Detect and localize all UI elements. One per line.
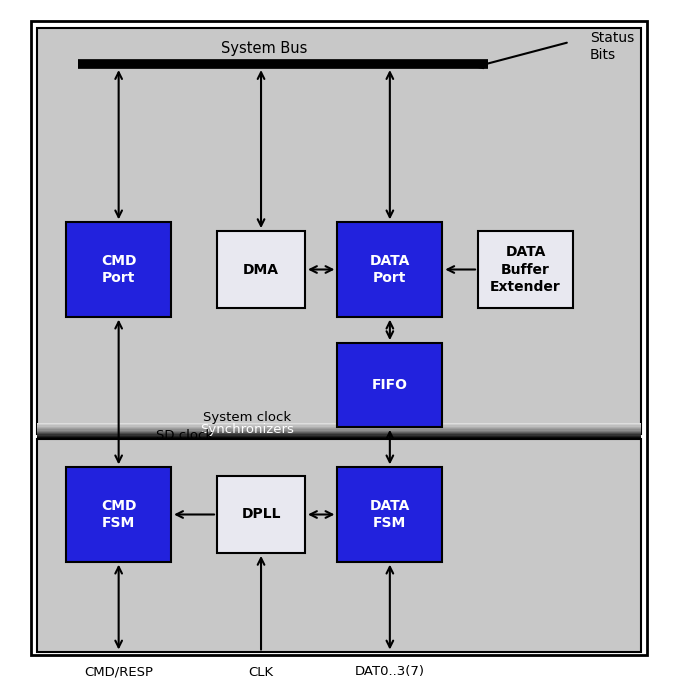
Text: DATA
Buffer
Extender: DATA Buffer Extender [490,245,561,294]
Bar [337,343,442,427]
Bar [337,468,442,561]
Text: CMD
FSM: CMD FSM [101,499,136,530]
Text: CLK: CLK [248,666,274,678]
Text: CMD/RESP: CMD/RESP [84,666,153,678]
Bar [37,423,641,424]
Bar [478,231,573,308]
Text: DPLL: DPLL [241,508,281,522]
Bar [37,437,641,438]
Bar [37,433,641,434]
Bar [37,429,641,430]
Text: DAT0..3(7): DAT0..3(7) [355,666,425,678]
Bar [37,434,641,435]
Bar [37,426,641,428]
Text: FIFO: FIFO [372,378,408,392]
Bar [37,428,641,429]
Text: CMD
Port: CMD Port [101,254,136,285]
Bar [337,223,442,316]
Bar [217,476,305,553]
Text: System Bus: System Bus [221,41,308,56]
Bar [66,223,171,316]
Bar [37,28,641,434]
Bar [37,424,641,426]
Bar [37,435,641,437]
Text: DATA
Port: DATA Port [370,254,410,285]
Bar [37,430,641,432]
Bar [37,432,641,433]
Text: DATA
FSM: DATA FSM [370,499,410,530]
Text: System clock: System clock [203,410,292,424]
Bar [66,468,171,561]
Bar [37,439,641,652]
Text: DMA: DMA [243,262,279,276]
Text: SD clock: SD clock [156,429,213,442]
Text: Status
Bits: Status Bits [590,32,634,62]
Bar [217,231,305,308]
Text: Synchronizers: Synchronizers [200,424,294,436]
